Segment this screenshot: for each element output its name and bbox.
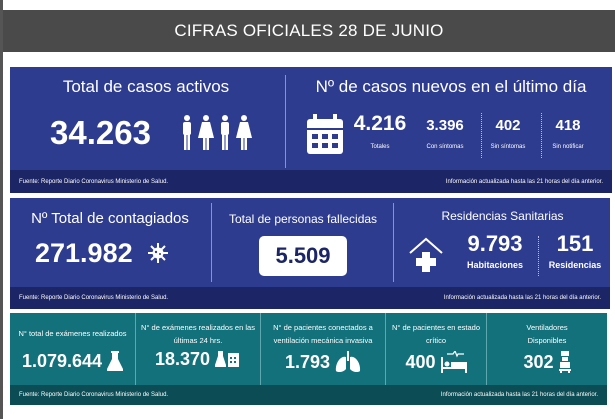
critical-cell: N° de pacientes en estado crítico 400 xyxy=(386,313,486,385)
new-cases-title: Nº de casos nuevos en el último día xyxy=(315,77,587,96)
divider xyxy=(260,313,261,385)
rooms-label: Habitaciones xyxy=(466,260,524,270)
total-exams-cell: N° total de exámenes realizados 1.079.64… xyxy=(10,313,135,385)
active-cases-value: 34.263 xyxy=(50,114,151,151)
critical-title: N° de pacientes en estado crítico xyxy=(391,323,481,345)
total-exams-value: 1.079.644 xyxy=(21,350,103,371)
rooms-value: 9.793 xyxy=(467,231,523,256)
divider xyxy=(481,113,482,158)
flask-icon xyxy=(107,351,124,371)
divider xyxy=(538,236,539,276)
panel-totals: Nº Total de contagiados 271.982 Total de… xyxy=(10,198,610,309)
divider xyxy=(285,75,286,168)
panel-active-cases: Total de casos activos 34.263 Nº de caso… xyxy=(10,67,612,193)
source-text: Fuente: Reporte Diario Coronavirus Minis… xyxy=(19,295,169,301)
left-border xyxy=(0,0,3,419)
calendar-icon xyxy=(307,114,343,159)
exams-24h-title: N° de exámenes realizados en las últimas… xyxy=(141,323,255,345)
lungs-icon xyxy=(335,351,361,373)
deaths-title: Total de personas fallecidas xyxy=(228,212,378,226)
total-infected-title: Nº Total de contagiados xyxy=(31,210,189,227)
ventilation-value: 1.793 xyxy=(284,351,331,372)
ventilation-cell: N° de pacientes conectados a ventilación… xyxy=(261,313,385,385)
without-symptoms-value: 402 xyxy=(495,117,521,134)
divider xyxy=(393,203,394,282)
hospital-bed-icon xyxy=(440,351,467,373)
ventilator-icon xyxy=(558,351,571,373)
residences-value: 151 xyxy=(556,231,594,256)
divider xyxy=(486,313,487,385)
flask-calendar-icon xyxy=(215,351,240,367)
updated-text: Información actualizada hasta las 21 hor… xyxy=(440,392,598,398)
exams-24h-value: 18.370 xyxy=(154,348,211,369)
panel-exams: N° total de exámenes realizados 1.079.64… xyxy=(10,313,607,405)
divider xyxy=(211,203,212,282)
total-exams-title: N° total de exámenes realizados xyxy=(18,329,127,338)
total-infected-value: 271.982 xyxy=(35,238,133,268)
panel-footer: Fuente: Reporte Diario Coronavirus Minis… xyxy=(10,287,610,309)
updated-text: Información actualizada hasta las 21 hor… xyxy=(443,295,601,301)
new-total-label: Totales xyxy=(370,144,390,150)
source-text: Fuente: Reporte Diario Coronavirus Minis… xyxy=(19,392,169,398)
people-icon xyxy=(180,115,252,151)
without-symptoms-label: Sin síntomas xyxy=(490,144,526,150)
deaths-value: 5.509 xyxy=(259,236,347,276)
active-cases-title: Total de casos activos xyxy=(62,77,230,96)
ventilators-title: Ventiladores Disponibles xyxy=(526,323,568,345)
ventilation-title: N° de pacientes conectados a ventilación… xyxy=(273,323,373,345)
with-symptoms-label: Con síntomas xyxy=(426,144,464,150)
critical-value: 400 xyxy=(405,351,436,372)
updated-text: Información actualizada hasta las 21 hor… xyxy=(445,178,603,185)
divider xyxy=(541,113,542,158)
panel-footer: Fuente: Reporte Diario Coronavirus Minis… xyxy=(10,385,607,405)
ventilators-value: 302 xyxy=(523,351,554,372)
virus-icon xyxy=(148,243,168,268)
new-total-value: 4.216 xyxy=(353,112,407,135)
page-title: CIFRAS OFICIALES 28 DE JUNIO xyxy=(3,10,615,52)
exams-24h-cell: N° de exámenes realizados en las últimas… xyxy=(136,313,260,385)
house-medical-icon xyxy=(408,236,444,277)
ventilators-cell: Ventiladores Disponibles 302 xyxy=(487,313,607,385)
residences-label: Residencias xyxy=(548,260,602,270)
not-notified-value: 418 xyxy=(555,117,581,134)
with-symptoms-value: 3.396 xyxy=(426,117,464,134)
divider xyxy=(385,313,386,385)
divider xyxy=(135,313,136,385)
panel-footer: Fuente: Reporte Diario Coronavirus Minis… xyxy=(10,170,612,193)
residences-title: Residencias Sanitarias xyxy=(441,209,564,223)
not-notified-label: Sin notificar xyxy=(552,144,584,150)
source-text: Fuente: Reporte Diario Coronavirus Minis… xyxy=(19,178,169,185)
